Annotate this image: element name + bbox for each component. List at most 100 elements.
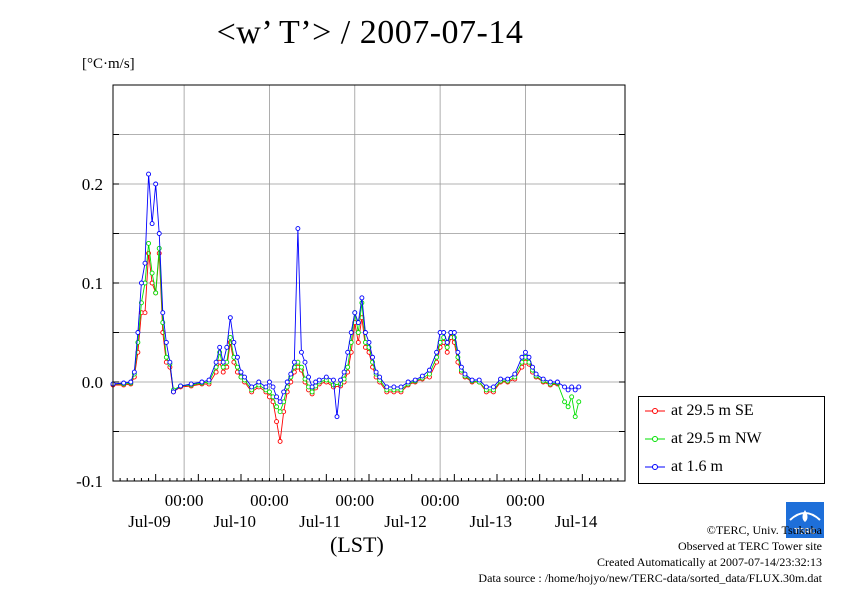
x-time-label: 00:00 — [421, 491, 460, 510]
source-text: Data source : /home/hojyo/new/TERC-data/… — [478, 571, 822, 585]
x-date-label: Jul-12 — [384, 512, 427, 531]
data-point — [142, 310, 148, 316]
data-point — [277, 438, 283, 444]
data-point — [444, 344, 450, 350]
data-point — [490, 384, 496, 390]
legend-marker-1-6m — [645, 464, 665, 470]
data-point — [348, 330, 354, 335]
data-point — [313, 379, 319, 385]
x-time-label: 00:00 — [165, 491, 204, 510]
data-point — [131, 369, 137, 375]
data-point — [505, 376, 511, 382]
data-point — [345, 349, 351, 355]
data-point — [167, 359, 173, 365]
data-point — [291, 359, 297, 365]
data-point — [355, 330, 361, 335]
data-point — [266, 379, 272, 385]
x-date-label: Jul-09 — [128, 512, 171, 531]
data-point — [373, 369, 379, 375]
legend-marker-nw — [645, 436, 665, 442]
data-point — [434, 349, 440, 355]
data-point — [238, 369, 244, 375]
terc-logo: TERC — [786, 502, 824, 538]
data-point — [359, 295, 365, 301]
legend-label-se: at 29.5 m SE — [671, 402, 754, 419]
data-point — [562, 399, 568, 405]
x-time-label: 00:00 — [250, 491, 289, 510]
data-point — [345, 364, 351, 370]
data-point — [412, 377, 418, 383]
x-time-label: 00:00 — [506, 491, 545, 510]
data-point — [377, 374, 383, 380]
data-point — [249, 384, 255, 390]
data-point — [277, 409, 283, 415]
data-point — [163, 354, 169, 360]
x-date-label: Jul-14 — [555, 512, 598, 531]
data-point — [302, 376, 308, 382]
data-point — [576, 399, 582, 405]
data-point — [170, 389, 176, 395]
data-point — [227, 315, 233, 321]
data-point — [149, 221, 155, 227]
data-point — [426, 371, 432, 377]
chart-title: <w’ T’> / 2007-07-14 — [216, 14, 524, 51]
data-point — [224, 344, 230, 350]
data-point — [160, 310, 166, 316]
data-point — [483, 384, 489, 390]
x-time-label: 00:00 — [335, 491, 374, 510]
data-point — [362, 330, 368, 335]
data-point — [220, 359, 226, 365]
data-point — [234, 354, 240, 360]
data-point — [366, 339, 372, 345]
legend-marker-se — [645, 408, 665, 414]
data-point — [227, 335, 233, 340]
legend: at 29.5 m SE at 29.5 m NW at 1.6 m — [638, 396, 825, 484]
data-point — [384, 384, 390, 390]
data-point — [519, 354, 525, 360]
data-point — [569, 394, 575, 400]
data-point — [426, 367, 432, 373]
y-tick-label: 0.0 — [82, 373, 103, 392]
data-point — [547, 379, 553, 385]
data-point — [138, 280, 144, 286]
data-point — [352, 310, 358, 316]
data-point — [298, 364, 304, 370]
data-point — [298, 349, 304, 355]
logo-text: TERC — [794, 527, 816, 536]
data-point — [316, 377, 322, 383]
data-point — [153, 290, 159, 296]
data-point — [576, 384, 582, 390]
data-point — [469, 377, 475, 383]
data-point — [444, 339, 450, 345]
data-point — [281, 389, 287, 395]
data-point — [220, 369, 226, 375]
data-point — [149, 270, 155, 276]
x-date-label: Jul-13 — [470, 512, 513, 531]
y-tick-label: -0.1 — [76, 472, 103, 491]
x-axis-label: (LST) — [330, 532, 384, 557]
credits: ©TERC, Univ. Tsukuba Observed at TERC To… — [478, 522, 822, 586]
data-point — [266, 389, 272, 395]
data-point — [178, 383, 184, 389]
data-point — [540, 376, 546, 382]
data-point — [146, 171, 152, 177]
data-point — [572, 387, 578, 393]
data-point — [217, 344, 223, 350]
data-point — [274, 419, 280, 425]
data-point — [522, 349, 528, 355]
data-point — [498, 376, 504, 382]
data-point — [206, 377, 212, 383]
data-point — [306, 374, 312, 380]
data-point — [370, 354, 376, 360]
data-point — [288, 371, 294, 377]
data-point — [330, 377, 336, 383]
observed-text: Observed at TERC Tower site — [677, 539, 822, 553]
data-point — [554, 379, 560, 385]
data-point — [256, 379, 262, 385]
data-point — [277, 399, 283, 405]
data-point — [476, 377, 482, 383]
x-date-label: Jul-10 — [214, 512, 257, 531]
data-point — [355, 320, 361, 326]
data-point — [302, 359, 308, 365]
data-point — [274, 404, 280, 410]
